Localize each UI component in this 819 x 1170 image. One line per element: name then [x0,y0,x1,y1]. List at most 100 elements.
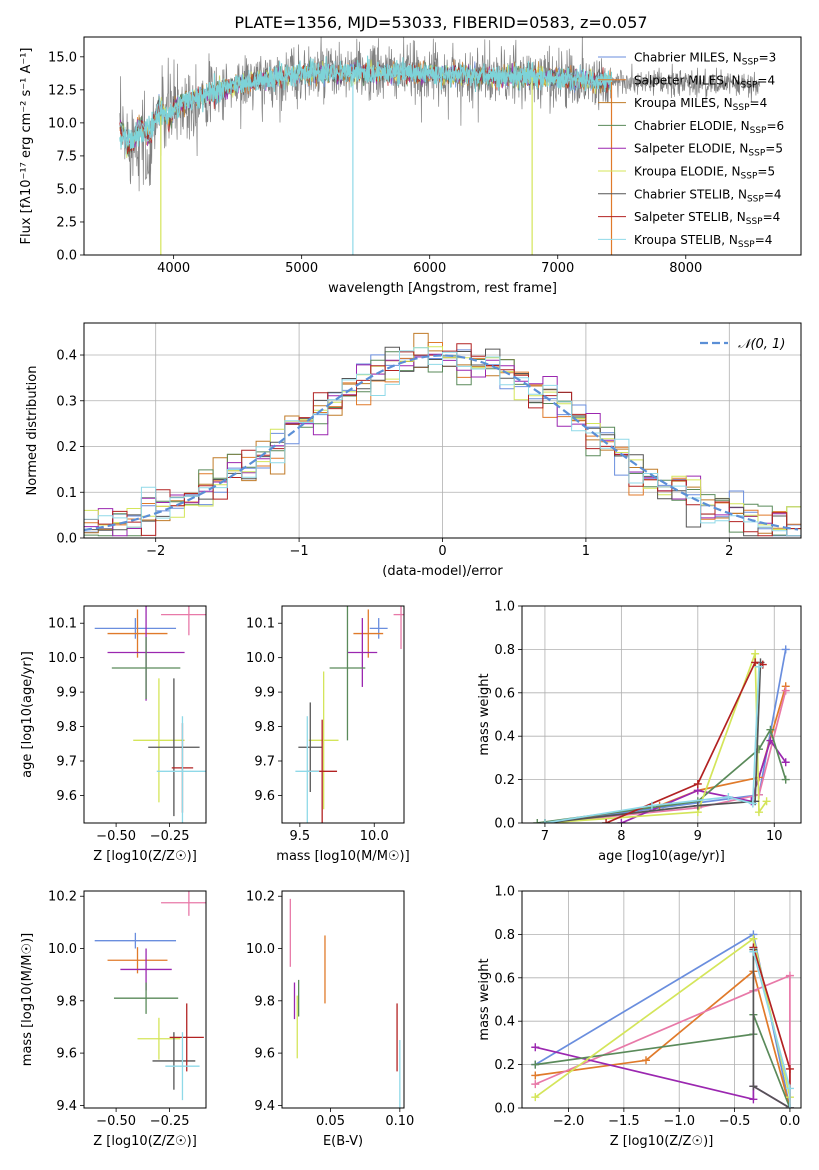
legend-entry: Salpeter ELODIE, NSSP=5 [634,142,783,159]
y-tick-label: 10.0 [48,651,77,666]
age-vs-mass-panel: 9.5 10.0 9.6 9.7 9.8 9.9 10.0 10.1 mass [log10(M… [246,605,410,864]
y-tick-label: 12.5 [48,83,77,98]
weight-marker [724,792,733,801]
weight-marker [751,658,760,667]
weight-marker [749,947,758,956]
y-tick-label: 10.0 [48,116,77,131]
y-tick-label: 0.2 [494,773,515,788]
y-tick-label: 0.8 [494,928,515,943]
y-tick-label: 9.8 [56,720,77,735]
mass-vs-metallicity-panel: −0.50 −0.25 9.4 9.6 9.8 10.0 10.2 Z [log10(Z/Z☉… [20,890,207,1149]
x-tick-label: 10 [766,829,783,844]
weight-marker [693,779,702,788]
y-axis-label: Normed distribution [25,366,40,496]
weight-marker [531,1080,540,1089]
weight-marker [781,775,790,784]
y-axis-label: age [log10(age/yr)] [20,651,35,778]
weight-marker [647,801,656,810]
weight-marker [781,645,790,654]
data-point-8 [169,1003,204,1072]
axes-frame [281,890,405,1109]
weight-marker [531,1060,540,1069]
model-spectrum-overlay [119,55,613,149]
data-point-5 [113,982,179,1014]
weight-series-2 [535,969,791,1108]
weight-marker [748,799,757,808]
y-tick-label: 0.4 [494,730,515,745]
legend-entry: Salpeter MILES, NSSP=4 [634,73,775,90]
weight-marker [617,819,626,823]
y-tick-label: 10.2 [246,890,275,905]
data-point-2 [107,609,168,658]
x-tick-label: 5000 [285,261,318,276]
y-tick-label: 9.7 [56,755,77,770]
legend-entry: Kroupa ELODIE, NSSP=5 [634,165,775,182]
errorbar-plot [94,606,206,823]
legend-entry: Chabrier MILES, NSSP=3 [634,51,776,68]
data-point-3 [161,891,206,916]
y-tick-label: 15.0 [48,50,77,65]
y-tick-label: 5.0 [56,182,77,197]
y-tick-label: 0.3 [56,394,77,409]
mass-weight-vs-age-panel: 7 8 9 10 0.0 0.2 0.4 0.6 0.8 1.0 age [log10(age/yr… [477,600,802,864]
weight-marker [531,1093,540,1102]
axes-frame [83,322,802,539]
spectrum-title: PLATE=1356, MJD=53033, FIBERID=0583, z=0… [234,13,647,32]
data-point-2 [353,609,384,658]
y-tick-label: 0.0 [494,817,515,832]
x-tick-label: −1 [290,544,309,559]
x-tick-label: 8000 [669,261,702,276]
y-tick-label: 9.8 [56,994,77,1009]
mass-vs-ebv-panel: 0.05 0.10 9.4 9.6 9.8 10.0 10.2 E(B-V) [246,890,414,1149]
x-tick-label: −0.25 [150,1114,190,1129]
y-tick-label: 9.9 [56,686,77,701]
weight-marker [785,1084,794,1093]
y-tick-label: 0.2 [56,440,77,455]
x-axis-label: (data-model)/error [382,564,503,579]
y-tick-label: 0.6 [494,686,515,701]
weight-series-1 [544,649,787,823]
errorbar-plot [289,898,401,1108]
x-tick-label: 10.0 [360,829,389,844]
y-tick-label: 0.0 [56,532,77,547]
data-point-5 [329,606,366,741]
weight-marker [540,819,549,823]
weight-marker [693,801,702,810]
data-point-4 [347,618,378,687]
y-tick-label: 9.8 [254,720,275,735]
data-point-6 [137,1017,181,1060]
weight-marker [754,662,763,671]
legend-entry: Kroupa STELIB, NSSP=4 [634,233,772,250]
x-axis-label: age [log10(age/yr)] [598,849,725,864]
weight-marker [531,1043,540,1052]
y-tick-label: 9.4 [56,1099,77,1114]
y-tick-label: 10.1 [48,617,77,632]
y-tick-label: 9.7 [254,755,275,770]
weight-marker [602,819,611,823]
x-axis-label: wavelength [Angstrom, rest frame] [328,281,557,296]
x-tick-label: 6000 [413,261,446,276]
y-tick-label: 9.8 [254,994,275,1009]
weight-series-7 [544,662,762,823]
data-point-1 [94,932,177,949]
y-tick-label: 9.4 [254,1099,275,1114]
normal-reference-curve [84,354,799,532]
weight-marker [531,1071,540,1080]
spectrum-panel: 4000 5000 6000 7000 8000 0.0 2.5 5.0 7.5 10.0 12.5… [19,36,802,296]
weight-plot [533,645,790,823]
spectrum-legend: Chabrier MILES, NSSP=3 Salpeter MILES, NS… [598,51,784,250]
axes-frame [83,36,802,256]
spectrum-plot [119,37,761,255]
data-point-3 [393,606,404,650]
axes-frame [281,605,405,824]
x-tick-label: −2 [146,544,165,559]
data-point-7 [152,1032,196,1090]
legend-entry: 𝒩(0, 1) [738,337,785,352]
y-tick-label: 0.6 [494,971,515,986]
y-tick-label: 0.4 [494,1015,515,1030]
data-point-7 [148,678,200,817]
data-point-6 [133,678,185,803]
weight-marker [749,1095,758,1104]
y-tick-label: 2.5 [56,215,77,230]
x-tick-label: −2.0 [553,1114,585,1129]
